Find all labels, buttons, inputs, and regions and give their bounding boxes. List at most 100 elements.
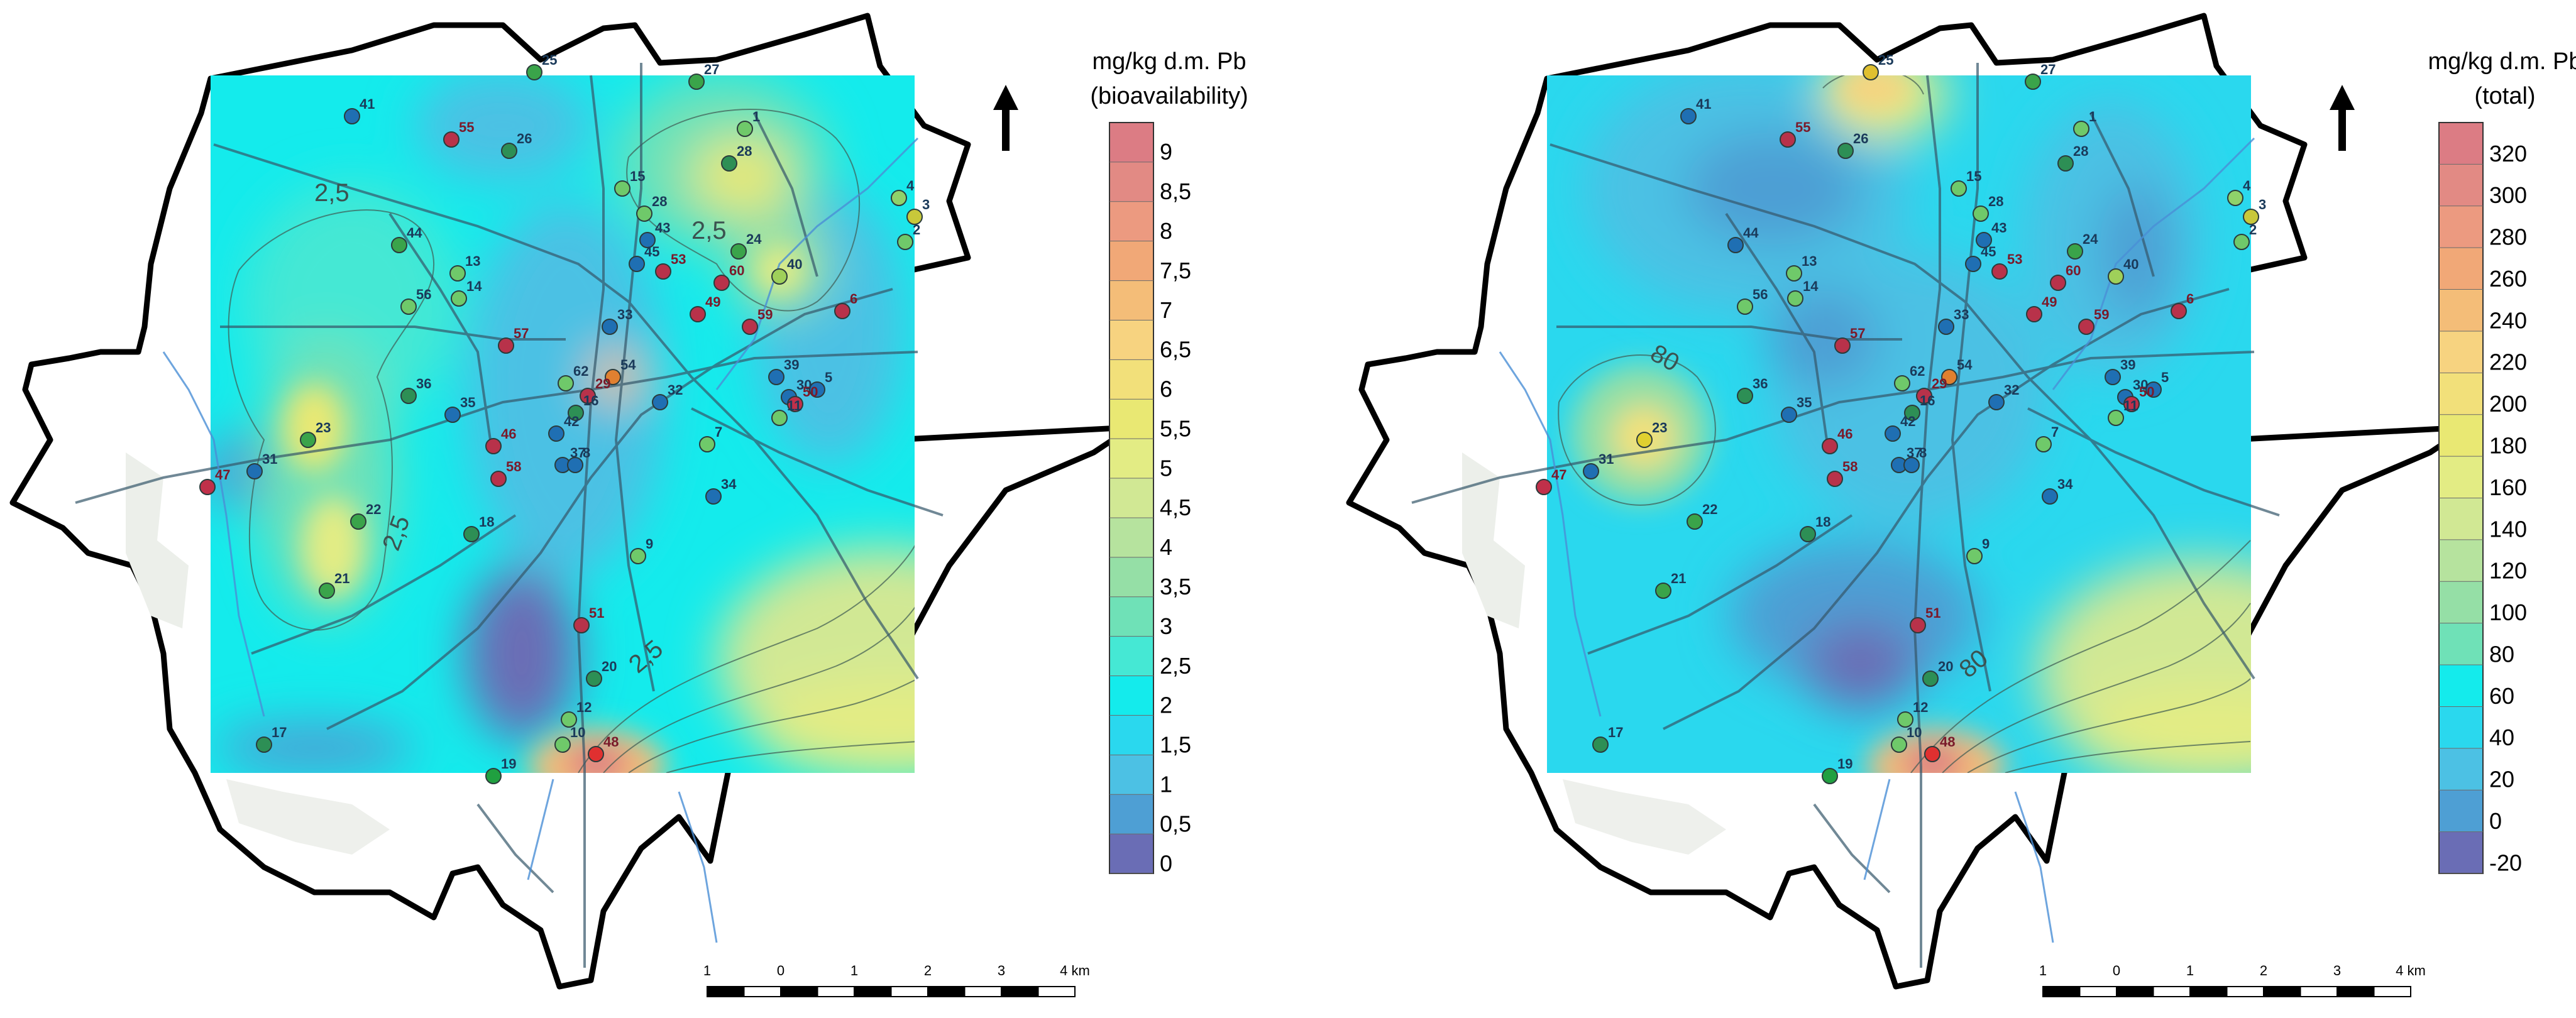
sampling-point-marker: [554, 736, 571, 753]
sampling-point-marker: [2233, 234, 2250, 250]
sampling-point-label: 49: [705, 294, 720, 310]
sampling-point-label: 14: [1803, 278, 1819, 294]
sampling-point-label: 30: [2133, 377, 2148, 393]
sampling-point-label: 12: [576, 699, 592, 715]
scale-label: 3: [2333, 963, 2341, 978]
sampling-point-label: 8: [1919, 445, 1927, 461]
sampling-point-marker: [699, 436, 715, 452]
sampling-point-marker: [561, 711, 577, 728]
legend-label: 120: [2489, 558, 2527, 584]
scale-segment: [2337, 986, 2375, 997]
sampling-point-marker: [1910, 617, 1926, 633]
sampling-point-marker: [246, 463, 263, 479]
legend-subtitle: (total): [2474, 83, 2535, 109]
legend-bioavailability: mg/kg d.m. Pb (bioavailability) 9 8,5 8 7,5…: [1090, 48, 1248, 876]
sampling-point-marker: [1837, 143, 1854, 159]
sampling-point-marker: [1800, 526, 1816, 542]
scale-segment: [2152, 986, 2191, 997]
sampling-point-label: 59: [2094, 307, 2109, 322]
sampling-point-label: 49: [2042, 294, 2057, 310]
legend-label: 2,5: [1160, 653, 1191, 679]
sampling-point-label: 42: [1900, 413, 1915, 429]
sampling-point-label: 26: [517, 131, 532, 146]
sampling-point-label: 27: [2040, 62, 2056, 77]
sampling-point-marker: [1938, 319, 1954, 335]
sampling-point-label: 26: [1853, 131, 1868, 146]
river-lines: [162, 137, 919, 943]
sampling-point-marker: [1863, 64, 1879, 80]
sampling-point-label: 36: [1753, 376, 1768, 391]
sampling-point-marker: [1680, 108, 1697, 124]
sampling-point-marker: [2025, 74, 2041, 90]
sampling-point-label: 43: [655, 220, 670, 236]
sampling-point-label: 15: [1966, 168, 1981, 184]
scale-segment: [964, 986, 1002, 997]
sampling-point-marker: [1583, 463, 1599, 479]
legend-label: 140: [2489, 516, 2527, 542]
sampling-point-marker: [906, 209, 923, 225]
sampling-point-marker: [1916, 388, 1932, 404]
sampling-point-label: 9: [646, 536, 653, 552]
sampling-point-marker: [319, 583, 335, 599]
sampling-point-marker: [2243, 209, 2259, 225]
sampling-point-label: 12: [1913, 699, 1928, 715]
legend-subtitle: (bioavailability): [1090, 83, 1248, 109]
sampling-point-marker: [1904, 405, 1920, 421]
legend-swatch: [2439, 706, 2483, 749]
sampling-point-label: 3: [2259, 197, 2266, 212]
sampling-point-label: 21: [334, 571, 350, 586]
sampling-point-marker: [1655, 583, 1671, 599]
sampling-point-marker: [451, 290, 467, 307]
legend-swatch: [2439, 414, 2483, 457]
legend-label: 5,5: [1160, 415, 1191, 441]
sampling-point-label: 15: [630, 168, 645, 184]
sampling-point-label: 57: [1850, 326, 1865, 341]
sampling-point-label: 7: [715, 424, 722, 440]
legend-label: 1: [1160, 771, 1172, 797]
legend-swatch: [1109, 557, 1153, 598]
sampling-point-label: 40: [2123, 256, 2138, 272]
road-network: [1411, 63, 2280, 968]
sampling-point-label: 16: [1920, 393, 1935, 408]
scale-label: 1: [2186, 963, 2194, 978]
legend-label: 6: [1160, 376, 1172, 402]
sampling-point-label: 19: [1837, 756, 1852, 772]
sampling-point-marker: [1988, 394, 2005, 410]
sampling-point-label: 56: [1753, 287, 1768, 302]
legend-swatch: [1109, 241, 1153, 282]
sampling-point-label: 36: [416, 376, 431, 391]
sampling-point-label: 62: [573, 363, 588, 379]
legend-label: 80: [2489, 641, 2514, 667]
legend-label: 100: [2489, 599, 2527, 625]
north-arrow-icon: [2330, 85, 2355, 151]
sampling-point-label: 54: [620, 357, 636, 373]
contour-lines: [1558, 75, 2251, 773]
sampling-point-label: 6: [850, 291, 857, 307]
sampling-point-marker: [2227, 190, 2243, 206]
sampling-point-label: 39: [2120, 357, 2135, 373]
sampling-point-marker: [809, 381, 825, 398]
scale-segment: [2373, 986, 2411, 997]
scale-segment: [1001, 986, 1039, 997]
road-network: [75, 63, 944, 968]
sampling-point-marker: [2108, 410, 2124, 426]
sampling-point-label: 4: [906, 178, 915, 194]
sampling-point-marker: [485, 438, 502, 454]
legend-swatch: [2439, 831, 2483, 874]
sampling-point-label: 34: [721, 476, 737, 492]
scale-segment: [2116, 986, 2154, 997]
sampling-point-marker: [548, 425, 564, 442]
contour-label: 2,5: [314, 179, 350, 207]
sampling-point-marker: [588, 746, 604, 762]
sampling-point-marker: [350, 513, 366, 530]
sampling-point-marker: [1951, 180, 1967, 197]
sampling-point-marker: [199, 479, 216, 495]
sampling-point-label: 41: [1696, 96, 1711, 112]
sampling-point-label: 44: [407, 225, 422, 241]
sampling-point-label: 32: [2004, 382, 2019, 398]
scale-segment: [2042, 986, 2081, 997]
sampling-point-marker: [1991, 263, 2008, 280]
sampling-point-marker: [1894, 375, 1910, 391]
sampling-point-marker: [573, 617, 590, 633]
